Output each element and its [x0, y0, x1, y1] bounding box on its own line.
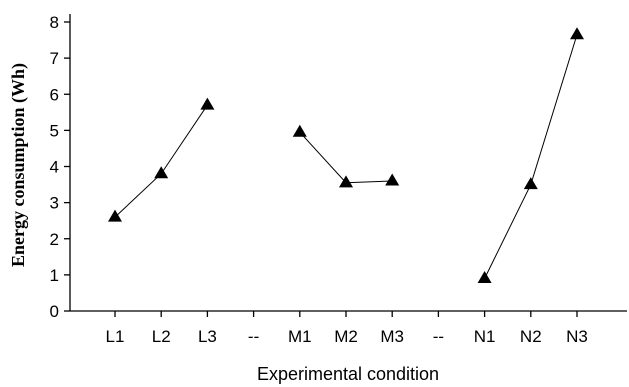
series-line-2 [299, 131, 393, 184]
x-axis-title: Experimental condition [257, 364, 439, 384]
y-tick-label: 0 [50, 302, 59, 321]
x-tick-label: M3 [380, 327, 404, 346]
x-tick-label: M2 [334, 327, 358, 346]
x-tick-label: N2 [520, 327, 542, 346]
plot-area [108, 27, 584, 284]
x-tick-label: L1 [106, 327, 125, 346]
data-point-triangle [477, 271, 492, 284]
y-tick-label: 1 [50, 266, 59, 285]
y-tick-label: 5 [50, 121, 59, 140]
y-tick-label: 8 [50, 13, 59, 32]
data-point-triangle [292, 124, 307, 137]
data-point-triangle [108, 209, 122, 222]
y-tick-label: 2 [50, 230, 59, 249]
x-tick-label: M1 [288, 327, 312, 346]
series-line-1 [114, 104, 208, 218]
data-point-triangle [570, 27, 584, 40]
x-tick-label: N1 [474, 327, 496, 346]
x-tick-label: -- [433, 327, 444, 346]
x-tick-label: N3 [566, 327, 588, 346]
x-tick-label: L2 [152, 327, 171, 346]
y-tick-label: 7 [50, 49, 59, 68]
x-tick-label: L3 [198, 327, 217, 346]
x-tick-label: -- [248, 327, 259, 346]
data-point-triangle [339, 175, 353, 188]
y-tick-label: 6 [50, 85, 59, 104]
data-point-triangle [200, 97, 215, 110]
data-point-triangle [523, 177, 538, 190]
axes: 0 1 2 3 4 5 6 7 8 L1 L2 L3 -- M1 M2 M3 -- N1 N2 N3 [50, 13, 627, 346]
y-axis-title: Energy consumption (Wh) [8, 63, 29, 267]
data-point-triangle [154, 166, 169, 179]
y-tick-label: 4 [50, 158, 59, 177]
series-line-3 [484, 34, 578, 279]
y-tick-label: 3 [50, 194, 59, 213]
data-point-triangle [385, 173, 400, 186]
